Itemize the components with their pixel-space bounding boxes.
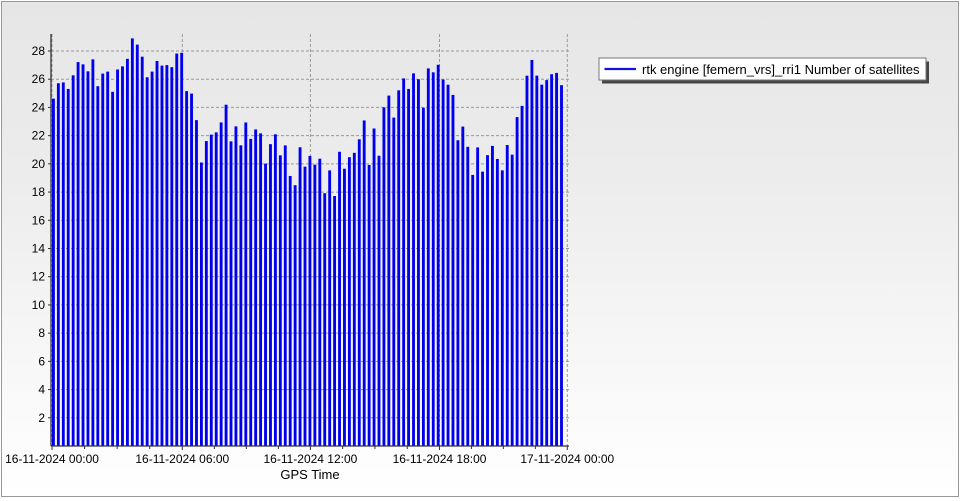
svg-text:2: 2 [38, 411, 45, 425]
svg-text:16-11-2024 12:00: 16-11-2024 12:00 [263, 452, 357, 466]
svg-text:26: 26 [32, 72, 46, 86]
svg-text:20: 20 [32, 157, 46, 171]
svg-text:rtk engine [femern_vrs]_rri1 N: rtk engine [femern_vrs]_rri1 Number of s… [642, 62, 920, 77]
svg-text:28: 28 [32, 44, 46, 58]
svg-text:17-11-2024 00:00: 17-11-2024 00:00 [520, 452, 614, 466]
svg-text:16-11-2024 00:00: 16-11-2024 00:00 [5, 452, 99, 466]
svg-text:12: 12 [32, 270, 46, 284]
svg-text:22: 22 [32, 129, 46, 143]
svg-text:16: 16 [32, 213, 46, 227]
svg-text:10: 10 [32, 298, 46, 312]
svg-text:16-11-2024 18:00: 16-11-2024 18:00 [393, 452, 487, 466]
svg-text:6: 6 [38, 354, 45, 368]
svg-text:16-11-2024 06:00: 16-11-2024 06:00 [135, 452, 229, 466]
svg-text:4: 4 [38, 383, 45, 397]
svg-text:24: 24 [32, 100, 46, 114]
svg-text:GPS Time: GPS Time [280, 467, 339, 482]
svg-text:8: 8 [38, 326, 45, 340]
svg-text:18: 18 [32, 185, 46, 199]
svg-text:14: 14 [32, 242, 46, 256]
